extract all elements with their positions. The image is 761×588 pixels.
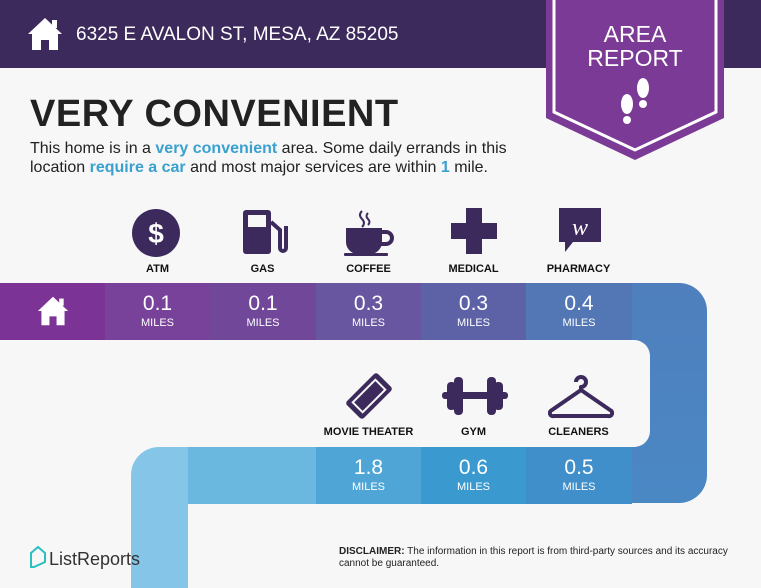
walgreens-icon: w	[559, 208, 601, 252]
description: This home is in a very convenient area. …	[30, 139, 550, 177]
desc-highlight: require a car	[89, 159, 186, 176]
area-report-badge	[546, 0, 724, 160]
distance-value: 0.3	[353, 292, 384, 315]
dollar-icon: $	[132, 209, 180, 257]
distance-unit: MILES	[562, 317, 596, 329]
gas-pump-icon	[243, 210, 288, 254]
label-movie-theater: MOVIE THEATER	[323, 426, 414, 438]
desc-text: area. Some daily errands in this locatio…	[30, 140, 507, 176]
road-left-band	[131, 447, 188, 588]
dumbbell-icon	[442, 377, 508, 415]
distance-unit: MILES	[140, 317, 174, 329]
distance-value: 0.1	[248, 292, 278, 315]
distance-cell-gym: 0.6 MILES	[421, 447, 526, 504]
distance-cell-movie-theater: 1.8 MILES	[316, 447, 421, 504]
badge-line-1: AREA	[603, 21, 667, 47]
svg-text:w: w	[572, 215, 588, 241]
label-cleaners: CLEANERS	[548, 426, 609, 438]
distance-cell-atm: 0.1 MILES	[105, 283, 210, 340]
label-coffee: COFFEE	[346, 263, 391, 275]
label-gas: GAS	[250, 263, 275, 275]
distance-cell-pharmacy: 0.4 MILES	[526, 283, 632, 340]
desc-text: This home is in a	[30, 140, 156, 157]
coffee-cup-icon	[344, 210, 394, 256]
distance-unit: MILES	[246, 317, 280, 329]
home-cell	[0, 283, 105, 340]
distance-unit: MILES	[456, 317, 490, 329]
logo-text: ListReports	[49, 549, 141, 569]
distance-unit: MILES	[562, 481, 596, 493]
page-title: VERY CONVENIENT	[30, 93, 399, 135]
distance-value: 0.5	[564, 456, 594, 479]
distance-value: 0.6	[458, 456, 489, 479]
distance-unit: MILES	[456, 481, 490, 493]
road-gap	[188, 503, 761, 588]
disclaimer: DISCLAIMER: The information in this repo…	[339, 546, 739, 570]
label-pharmacy: PHARMACY	[546, 263, 611, 275]
house-icon	[37, 296, 68, 326]
hanger-icon	[548, 375, 614, 419]
label-gym: GYM	[460, 426, 487, 438]
distance-value: 0.3	[458, 292, 489, 315]
logo-icon	[30, 545, 46, 568]
desc-highlight: very convenient	[155, 140, 278, 157]
label-medical: MEDICAL	[448, 263, 499, 275]
desc-highlight: 1	[440, 159, 450, 176]
distance-cell-medical: 0.3 MILES	[421, 283, 526, 340]
ticket-icon	[346, 373, 392, 419]
distance-value: 0.4	[564, 292, 594, 315]
badge-line-2: REPORT	[587, 45, 683, 71]
distance-value: 1.8	[353, 456, 384, 479]
distance-value: 0.1	[142, 292, 173, 315]
distance-cell-gas: 0.1 MILES	[210, 283, 316, 340]
distance-cell-cleaners: 0.5 MILES	[526, 447, 632, 504]
desc-text: mile.	[449, 159, 488, 176]
distance-unit: MILES	[351, 481, 385, 493]
address: 6325 E AVALON ST, MESA, AZ 85205	[76, 24, 399, 45]
svg-text:$: $	[148, 218, 164, 249]
disclaimer-text: The information in this report is from t…	[339, 546, 728, 569]
badge-title: AREA REPORT	[546, 22, 724, 70]
distance-unit: MILES	[351, 317, 385, 329]
listreports-logo: ListReports	[30, 545, 141, 570]
house-icon	[28, 18, 62, 50]
footprints-icon	[621, 78, 649, 124]
road-cell	[188, 447, 316, 504]
road-gap	[0, 340, 650, 447]
distance-cell-coffee: 0.3 MILES	[316, 283, 421, 340]
label-atm: ATM	[145, 263, 169, 275]
desc-text: and most major services are within	[185, 159, 441, 176]
disclaimer-label: DISCLAIMER:	[339, 546, 405, 557]
medical-cross-icon	[451, 208, 497, 254]
